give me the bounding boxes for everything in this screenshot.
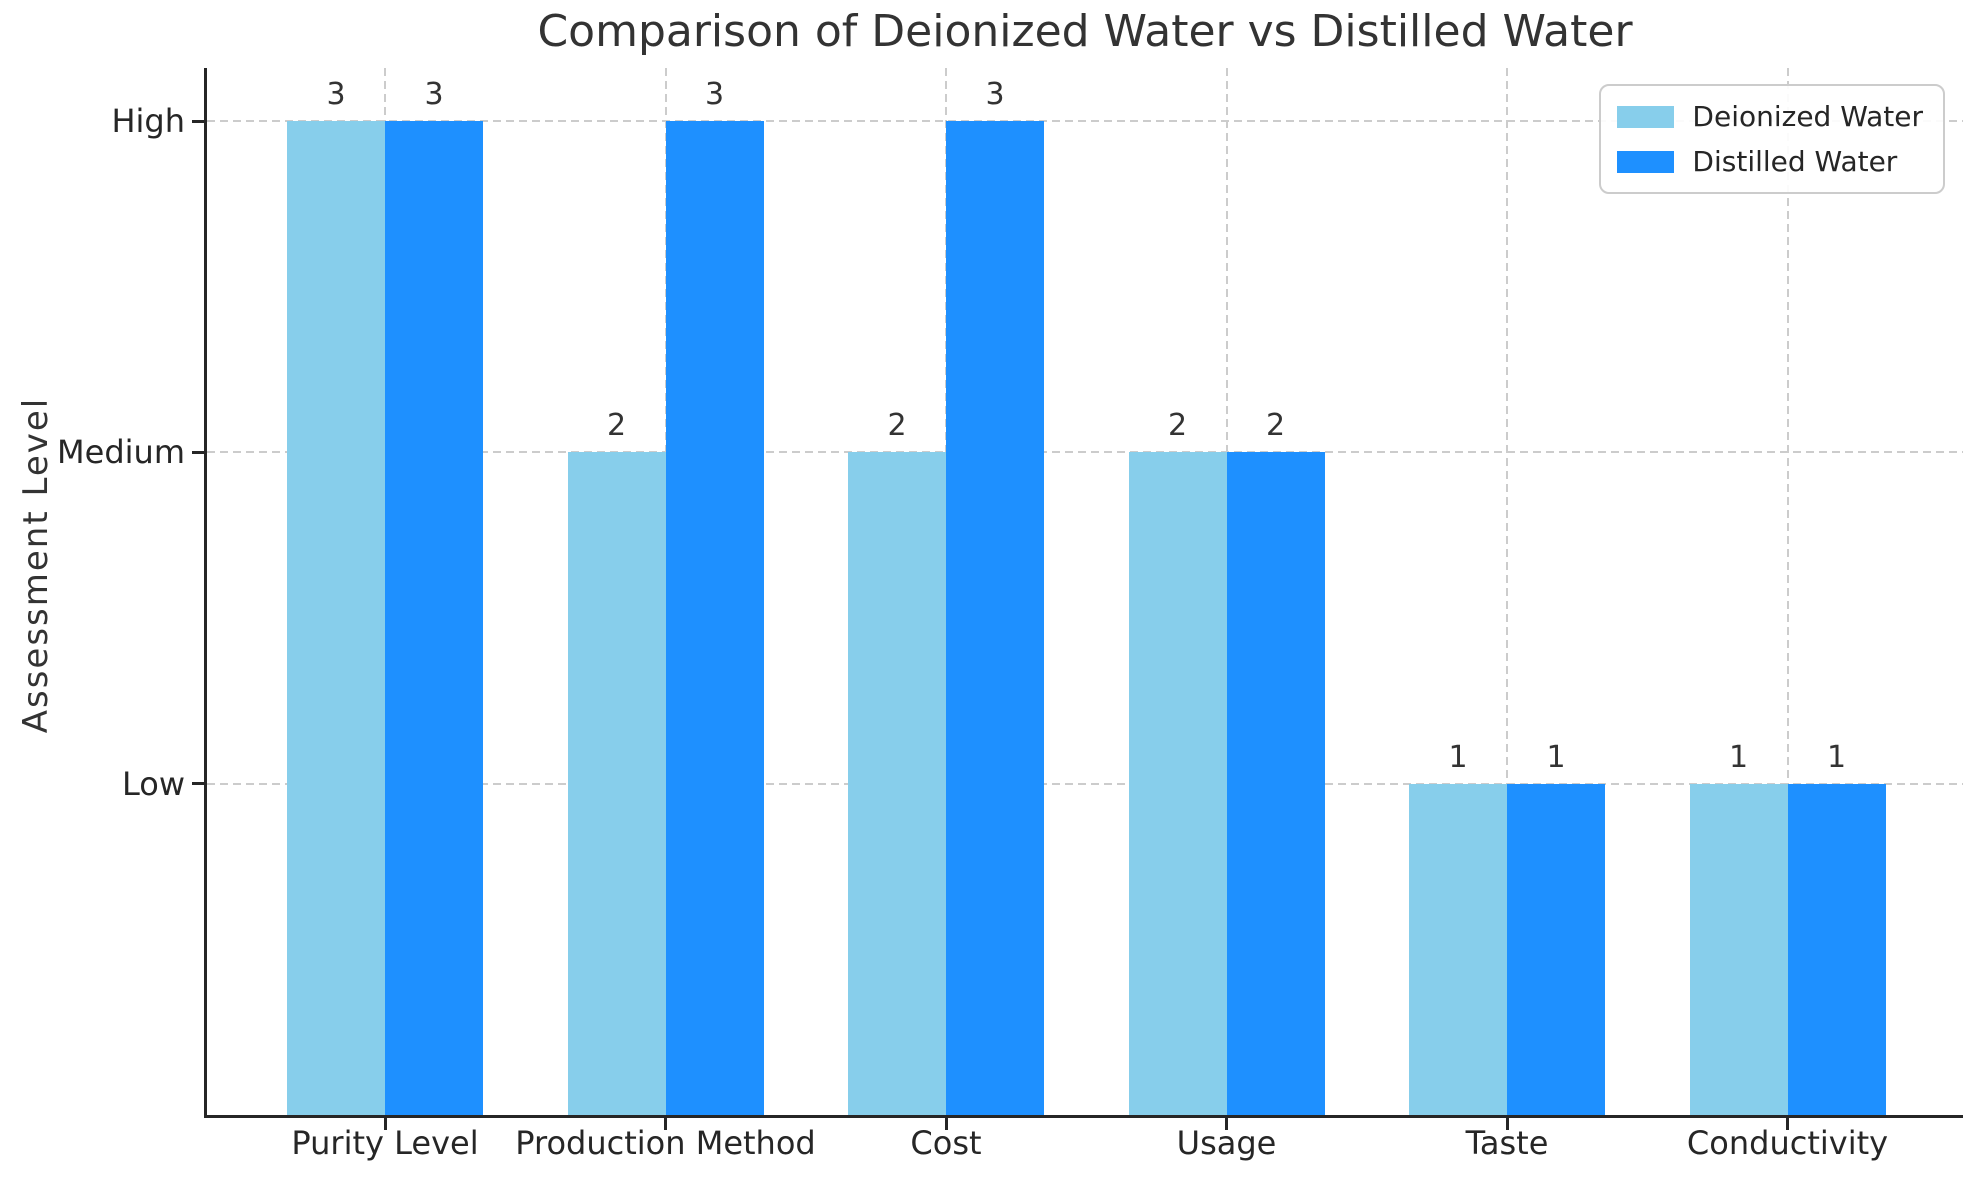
legend-entry: Deionized Water	[1617, 100, 1923, 133]
bar-value-label: 1	[1728, 739, 1749, 775]
gridline-horizontal	[207, 120, 1963, 122]
gridline-horizontal	[207, 451, 1963, 454]
x-tick-label: Taste	[1465, 1124, 1549, 1162]
legend-label: Deionized Water	[1692, 100, 1923, 133]
plot-area: 3 2 2 2 1 1 3 3 3 2 1 1	[192, 68, 1963, 1130]
y-tick-label: Low	[121, 764, 185, 803]
gridline-horizontal	[207, 782, 1963, 785]
bar	[665, 121, 764, 1115]
y-axis-spine	[204, 68, 207, 1118]
bar-value-label: 1	[1546, 739, 1566, 775]
y-tick-mark	[192, 782, 204, 786]
bar	[1787, 783, 1886, 1115]
x-axis-spine	[204, 1115, 1963, 1118]
bar	[287, 121, 385, 1115]
y-tick-label: Medium	[57, 433, 185, 472]
x-tick-mark	[1786, 1118, 1789, 1130]
bar-value-label: 2	[1167, 408, 1188, 444]
bar	[946, 121, 1044, 1115]
y-tick-mark	[192, 119, 204, 123]
legend-swatch	[1617, 150, 1675, 173]
legend-swatch	[1617, 105, 1675, 128]
chart-title: Comparison of Deionized Water vs Distill…	[537, 6, 1633, 57]
bar-value-label: 3	[424, 77, 444, 112]
legend: Deionized Water Distilled Water	[1599, 84, 1945, 194]
x-tick-mark	[1225, 1118, 1228, 1130]
bar-value-label: 1	[1826, 739, 1847, 775]
bar	[567, 452, 666, 1115]
bar-value-label: 2	[1265, 408, 1286, 444]
bar-value-label: 3	[704, 77, 725, 112]
legend-entry: Distilled Water	[1617, 145, 1923, 178]
y-tick-label: High	[111, 102, 185, 140]
x-tick-mark	[383, 1118, 387, 1130]
bar-value-label: 2	[606, 408, 627, 444]
gridline-vertical	[1786, 68, 1789, 1115]
bar-value-label: 3	[326, 77, 346, 112]
bar	[1226, 452, 1325, 1115]
x-tick-label: Production Method	[515, 1124, 816, 1162]
bar	[1507, 783, 1605, 1115]
bar-value-label: 3	[985, 77, 1005, 112]
x-tick-mark	[1505, 1118, 1509, 1130]
bar	[848, 452, 946, 1115]
gridline-vertical	[1506, 68, 1508, 1115]
bar-value-label: 2	[887, 408, 907, 444]
x-tick-mark	[664, 1118, 667, 1130]
x-tick-label: Conductivity	[1686, 1124, 1889, 1162]
legend-label: Distilled Water	[1692, 145, 1898, 178]
x-tick-label: Purity Level	[291, 1124, 479, 1162]
x-tick-label: Usage	[1176, 1124, 1277, 1162]
bar	[1689, 783, 1788, 1115]
bar	[1409, 783, 1507, 1115]
bar-value-label: 1	[1448, 739, 1468, 775]
bar	[1128, 452, 1227, 1115]
x-tick-mark	[944, 1118, 948, 1130]
bar	[385, 121, 483, 1115]
x-tick-label: Cost	[910, 1124, 982, 1162]
y-tick-mark	[192, 450, 204, 454]
